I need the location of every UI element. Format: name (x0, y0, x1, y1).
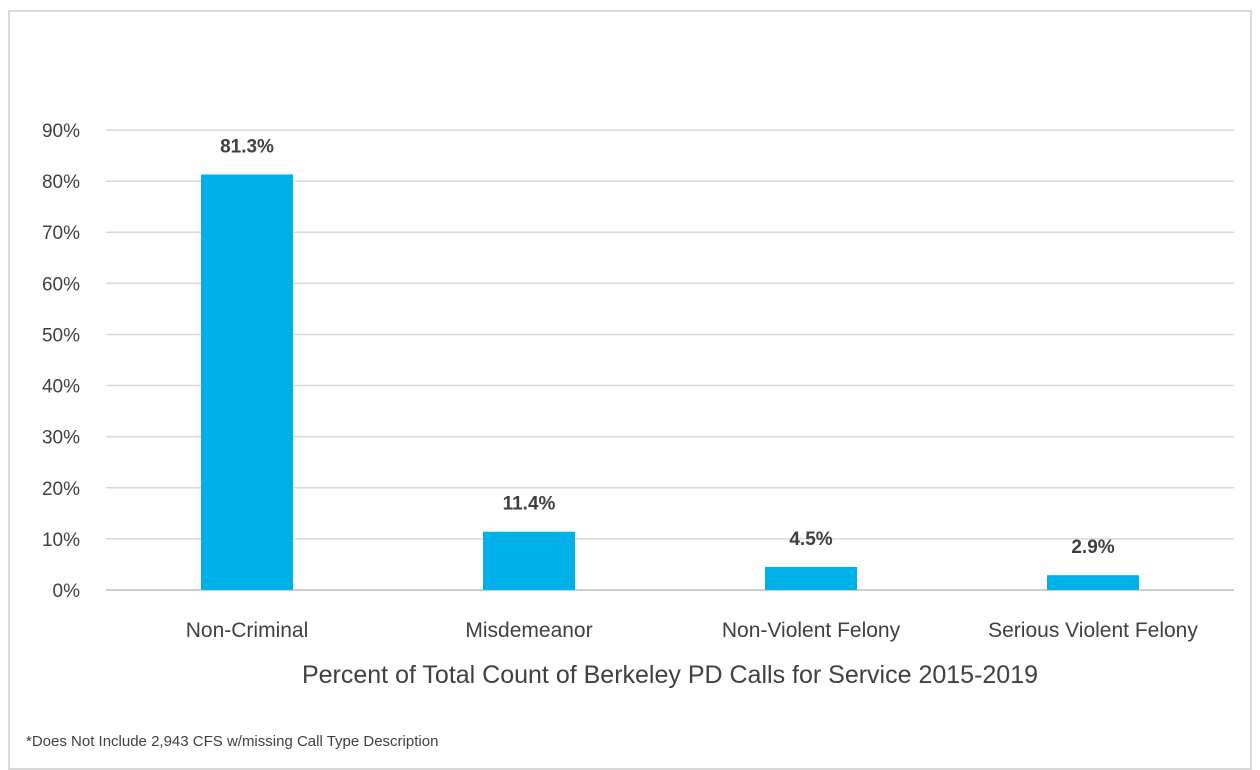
y-tick-label: 50% (42, 325, 80, 346)
category-label: Misdemeanor (465, 619, 592, 642)
data-label: 2.9% (1071, 537, 1114, 558)
data-labels: 81.3% 11.4% 4.5% 2.9% (220, 136, 1115, 558)
bar-non-criminal (201, 174, 293, 590)
y-tick-label: 70% (42, 223, 80, 244)
y-tick-label: 0% (53, 581, 81, 602)
y-tick-label: 90% (42, 121, 80, 142)
bar-misdemeanor (483, 531, 575, 590)
data-label: 4.5% (789, 529, 832, 550)
bars (201, 174, 1139, 590)
y-tick-label: 10% (42, 530, 80, 551)
y-tick-label: 80% (42, 172, 80, 193)
y-axis-ticks: 0% 10% 20% 30% 40% 50% 60% 70% 80% 90% (42, 121, 80, 602)
y-tick-label: 60% (42, 274, 80, 295)
x-axis-categories: Non-Criminal Misdemeanor Non-Violent Felon… (186, 619, 1199, 642)
bar-chart: 0% 10% 20% 30% 40% 50% 60% 70% 80% 90% 81.3% 11.4%… (42, 121, 1234, 689)
footnote: *Does Not Include 2,943 CFS w/missing Ca… (26, 733, 439, 750)
x-axis-title: Percent of Total Count of Berkeley PD Ca… (302, 661, 1038, 689)
bar-non-violent-felony (765, 567, 857, 590)
category-label: Non-Violent Felony (722, 619, 901, 642)
y-tick-label: 30% (42, 428, 80, 449)
y-tick-label: 40% (42, 377, 80, 398)
y-tick-label: 20% (42, 479, 80, 500)
bar-serious-violent-felony (1047, 575, 1139, 590)
gridlines (106, 129, 1234, 591)
category-label: Non-Criminal (186, 619, 309, 642)
data-label: 81.3% (220, 136, 274, 157)
data-label: 11.4% (503, 494, 556, 515)
category-label: Serious Violent Felony (988, 619, 1198, 642)
